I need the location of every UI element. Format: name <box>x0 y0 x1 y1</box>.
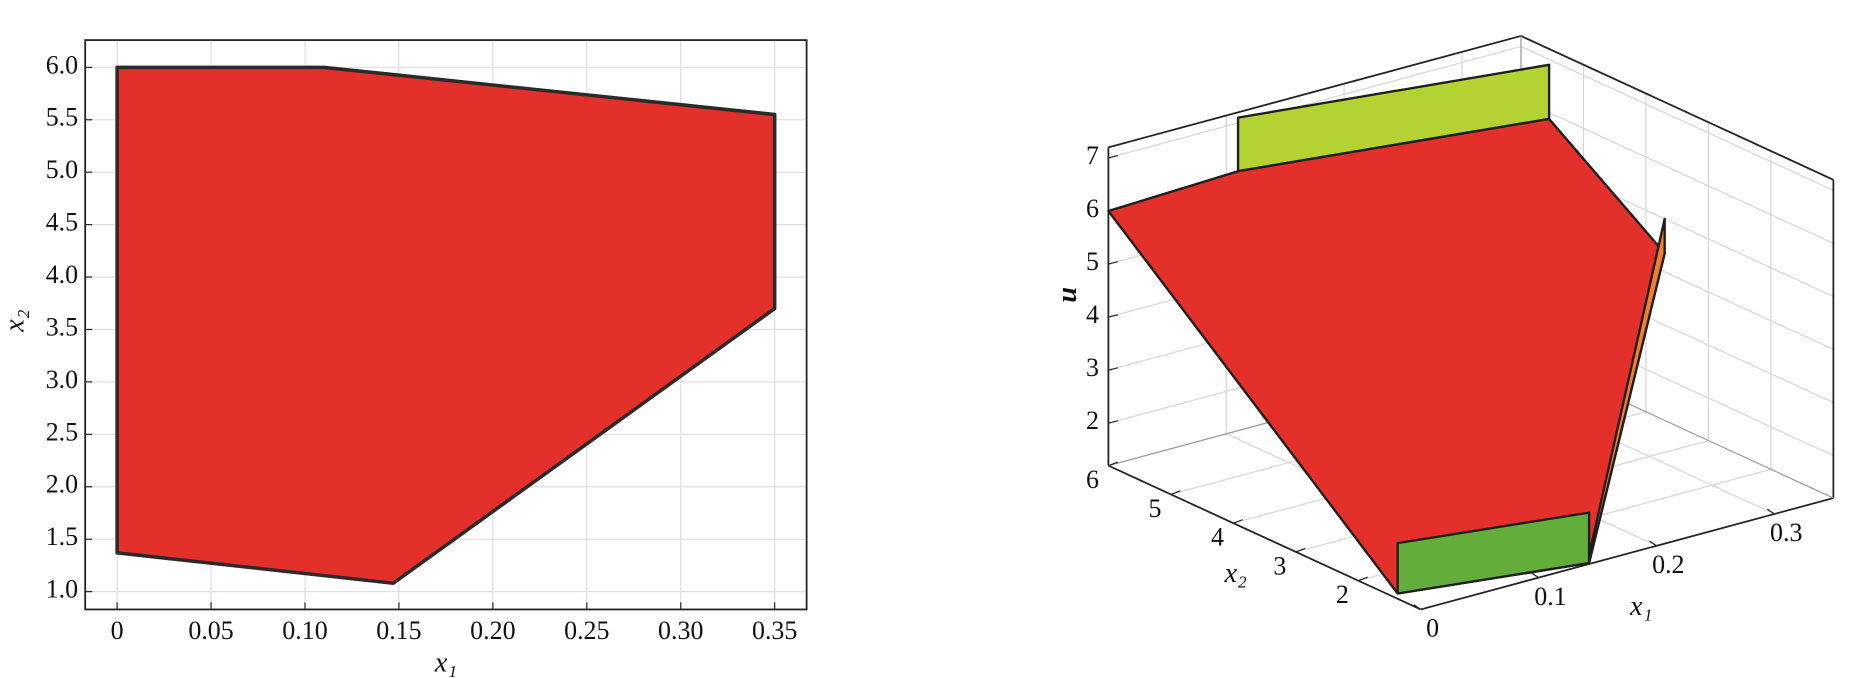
y-tick-label: 1.0 <box>46 575 78 604</box>
x-tick-label: 0.3 <box>1770 518 1802 547</box>
y-tick-label: 6 <box>1086 465 1099 494</box>
tick-mark <box>1358 576 1368 582</box>
x-tick-label: 0.25 <box>564 616 609 645</box>
region <box>115 65 777 586</box>
x-tick-label: 0.15 <box>376 616 421 645</box>
tick-mark <box>1531 572 1539 579</box>
z-axis-label: u <box>1052 287 1083 303</box>
z-tick-label: 6 <box>1086 194 1099 223</box>
x-tick-label: 0.2 <box>1652 550 1684 579</box>
tick-mark <box>1108 314 1118 318</box>
y-tick-label: 5 <box>1148 494 1161 523</box>
z-tick-label: 7 <box>1086 141 1099 170</box>
y-tick-label: 3.0 <box>46 365 78 394</box>
x-axis-label: x₁ <box>1629 591 1652 622</box>
axis-line <box>1108 464 1422 611</box>
axis-line <box>1108 35 1522 149</box>
y-tick-label: 4.5 <box>46 208 78 237</box>
y-tick-label: 2 <box>1336 580 1349 609</box>
y-tick-label: 4.0 <box>46 260 78 289</box>
y-tick-label: 3 <box>1273 551 1286 580</box>
grid-line <box>1520 99 1834 244</box>
y-tick-label: 6.0 <box>46 50 78 79</box>
tick-mark <box>1649 540 1657 547</box>
x-tick-label: 0 <box>1426 614 1439 643</box>
y-tick-label: 4 <box>1211 523 1224 552</box>
z-tick-label: 2 <box>1086 406 1099 435</box>
z-tick-label: 5 <box>1086 247 1099 276</box>
tick-mark <box>1170 490 1181 495</box>
axis-line <box>1520 35 1834 181</box>
y-tick-label: 2.5 <box>46 417 78 446</box>
y-tick-label: 2.0 <box>46 470 78 499</box>
tick-mark <box>1108 155 1118 159</box>
y-tick-label: 5.0 <box>46 155 78 184</box>
y-tick-label: 3.5 <box>46 312 78 341</box>
plot-frame <box>84 39 808 611</box>
tick-mark <box>1295 547 1306 553</box>
x-tick-label: 0.10 <box>282 616 327 645</box>
tick-mark <box>1413 604 1422 610</box>
tick-mark <box>1767 508 1775 515</box>
tick-mark <box>1233 519 1243 524</box>
x-tick-label: 0.1 <box>1534 582 1566 611</box>
x-tick-label: 0.20 <box>470 616 515 645</box>
x-tick-label: 0 <box>111 616 124 645</box>
axis-line <box>1420 497 1834 611</box>
z-tick-label: 4 <box>1086 300 1099 329</box>
x-tick-label: 0.35 <box>752 616 797 645</box>
y-tick-label: 5.5 <box>46 103 78 132</box>
grid-line <box>1520 46 1834 191</box>
x-tick-label: 0.30 <box>658 616 703 645</box>
grid-line <box>1108 45 1522 159</box>
x-tick-label: 0.05 <box>188 616 233 645</box>
y-axis-label: x₂ <box>0 309 30 333</box>
x-axis-label: x₁ <box>434 647 457 678</box>
tick-mark <box>1108 367 1118 371</box>
tick-mark <box>1108 461 1119 467</box>
tick-mark <box>1108 420 1118 424</box>
y-tick-label: 1.5 <box>46 522 78 551</box>
surface <box>1396 511 1591 595</box>
tick-mark <box>1108 261 1118 265</box>
y-axis-label: x₂ <box>1224 558 1248 589</box>
z-tick-label: 3 <box>1086 353 1099 382</box>
